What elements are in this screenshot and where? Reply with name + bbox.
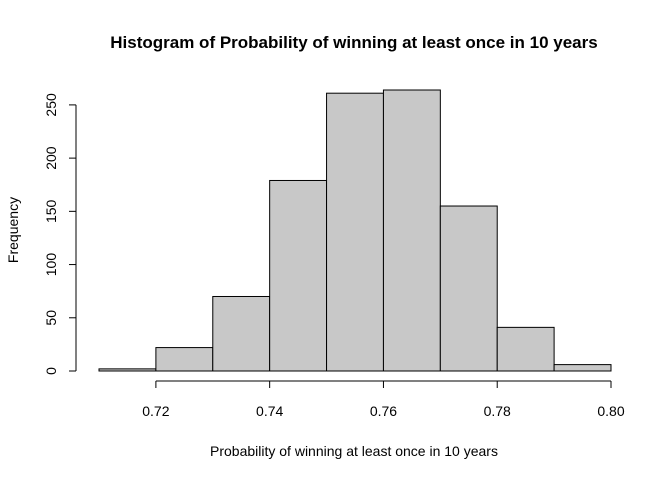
y-tick-label-4: 200 [43,146,59,170]
histogram-bar-6 [439,205,498,372]
y-tick-label-1: 50 [43,310,59,326]
y-tick-label-5: 250 [43,93,59,117]
chart-title: Histogram of Probability of winning at l… [110,33,597,52]
y-axis-label: Frequency [5,197,21,263]
y-tick-label-2: 100 [43,253,59,277]
histogram-bar-8 [553,364,612,372]
y-tick-label-3: 150 [43,199,59,223]
x-tick-label-3: 0.78 [484,403,511,419]
histogram-bar-3 [269,179,328,372]
x-tick-label-2: 0.76 [370,403,397,419]
histogram-bar-7 [496,326,555,372]
histogram-bars [98,89,612,372]
x-tick-label-1: 0.74 [256,403,283,419]
histogram-bar-0 [98,368,157,372]
y-axis: 0 50 100 150 200 250 [43,93,77,375]
histogram-bar-1 [155,347,214,372]
y-tick-label-0: 0 [43,367,59,375]
histogram-bar-2 [212,295,271,372]
histogram-bar-5 [382,89,441,372]
histogram-bar-4 [326,92,384,372]
x-axis-label: Probability of winning at least once in … [210,443,498,459]
x-tick-label-0: 0.72 [142,403,169,419]
x-tick-label-4: 0.80 [597,403,624,419]
x-axis: 0.72 0.74 0.76 0.78 0.80 [142,380,625,419]
